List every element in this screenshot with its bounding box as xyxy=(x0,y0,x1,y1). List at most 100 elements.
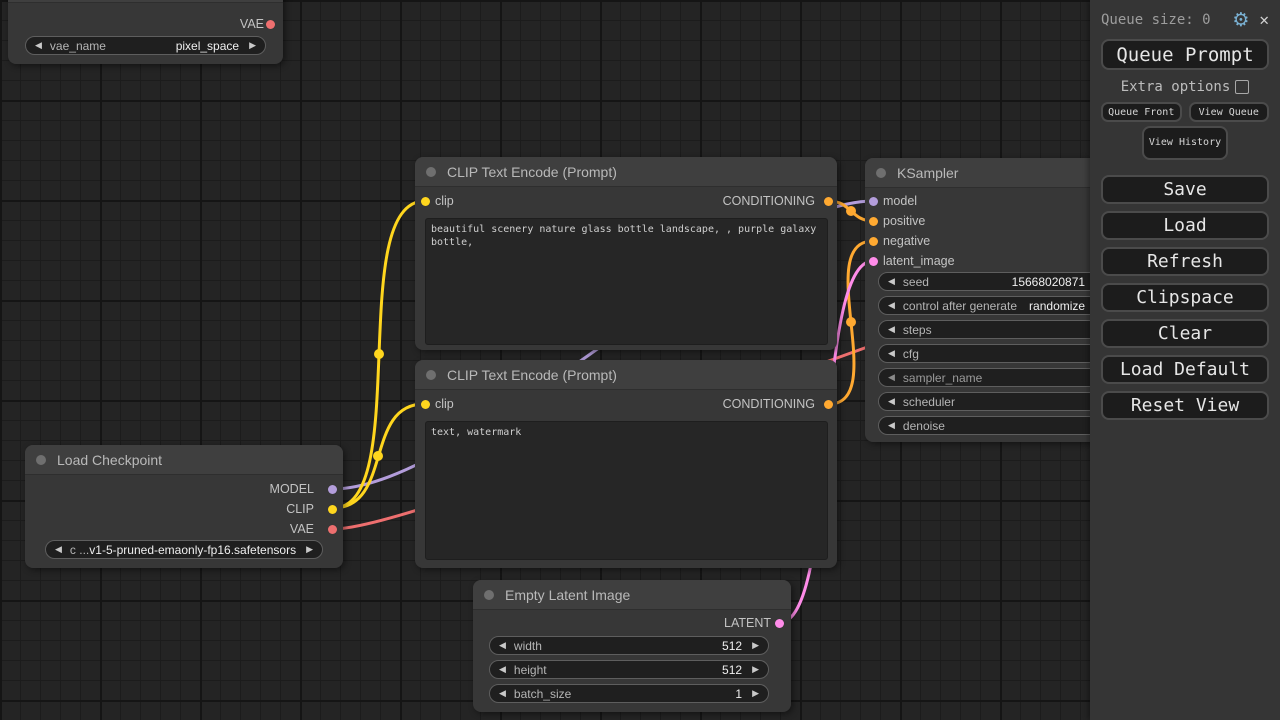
load-button[interactable]: Load xyxy=(1101,211,1269,240)
widget-value: 15668020871 xyxy=(1011,274,1086,289)
output-slot-conditioning[interactable] xyxy=(824,197,833,206)
input-label: latent_image xyxy=(883,254,955,268)
collapse-dot-icon[interactable] xyxy=(484,589,494,600)
steps-widget[interactable]: ◀ steps ▶ xyxy=(878,320,1112,339)
clipspace-button[interactable]: Clipspace xyxy=(1101,283,1269,312)
output-label: CLIP xyxy=(286,502,314,516)
cfg-widget[interactable]: ◀ cfg ▶ xyxy=(878,344,1112,363)
node-title: KSampler xyxy=(897,164,959,181)
denoise-widget[interactable]: ◀ denoise ▶ xyxy=(878,416,1112,435)
output-label: CONDITIONING xyxy=(722,194,815,208)
settings-gear-icon[interactable]: ⚙ xyxy=(1232,8,1250,31)
height-widget[interactable]: ◀ height 512 ▶ xyxy=(489,660,769,679)
stepper-left-icon[interactable]: ◀ xyxy=(499,688,506,698)
input-label: positive xyxy=(883,214,926,228)
view-queue-button[interactable]: View Queue xyxy=(1188,102,1269,122)
node-title-bar[interactable]: Load Checkpoint xyxy=(25,445,343,475)
output-slot-vae[interactable] xyxy=(328,525,337,534)
stepper-left-icon[interactable]: ◀ xyxy=(888,420,895,430)
collapse-dot-icon[interactable] xyxy=(426,166,436,177)
link-dot xyxy=(846,317,856,327)
widget-label: control after generate xyxy=(902,298,1017,313)
stepper-right-icon[interactable]: ▶ xyxy=(752,664,759,674)
collapse-dot-icon[interactable] xyxy=(876,167,886,178)
scheduler-widget[interactable]: ◀ scheduler ▶ xyxy=(878,392,1112,411)
widget-label: height xyxy=(513,662,547,677)
sampler-name-widget[interactable]: ◀ sampler_name ▶ xyxy=(878,368,1112,387)
output-slot-latent[interactable] xyxy=(775,619,784,628)
width-widget[interactable]: ◀ width 512 ▶ xyxy=(489,636,769,655)
node-title: CLIP Text Encode (Prompt) xyxy=(447,163,617,180)
node-empty-latent-image[interactable]: Empty Latent Image LATENT ◀ width 512 ▶ … xyxy=(473,580,791,712)
widget-label: steps xyxy=(902,322,932,337)
collapse-dot-icon[interactable] xyxy=(426,369,436,380)
output-slot-model[interactable] xyxy=(328,485,337,494)
input-slot-clip[interactable] xyxy=(421,197,430,206)
wire-clip-to-negative-encode xyxy=(332,402,425,510)
vae-name-widget[interactable]: ◀ vae_name pixel_space ▶ xyxy=(25,36,266,55)
output-slot-vae[interactable] xyxy=(266,20,275,29)
stepper-left-icon[interactable]: ◀ xyxy=(55,544,62,554)
input-slot-latent-image[interactable] xyxy=(869,257,878,266)
ckpt-name-widget[interactable]: ◀ c ... v1-5-pruned-emaonly-fp16.safeten… xyxy=(45,540,323,559)
stepper-left-icon[interactable]: ◀ xyxy=(888,276,895,286)
widget-label: width xyxy=(513,638,542,653)
node-load-vae[interactable]: VAE ◀ vae_name pixel_space ▶ xyxy=(8,0,283,64)
load-default-button[interactable]: Load Default xyxy=(1101,355,1269,384)
stepper-left-icon[interactable]: ◀ xyxy=(888,324,895,334)
node-load-checkpoint[interactable]: Load Checkpoint MODEL CLIP VAE ◀ c ... v… xyxy=(25,445,343,568)
refresh-button[interactable]: Refresh xyxy=(1101,247,1269,276)
queue-size-label: Queue size: 0 xyxy=(1101,12,1211,28)
save-button[interactable]: Save xyxy=(1101,175,1269,204)
extra-options-checkbox[interactable] xyxy=(1235,79,1250,94)
queue-front-button[interactable]: Queue Front xyxy=(1101,102,1182,122)
stepper-left-icon[interactable]: ◀ xyxy=(888,300,895,310)
stepper-right-icon[interactable]: ▶ xyxy=(752,640,759,650)
comfy-menu: Queue size: 0 ⚙ ✕ Queue Prompt Extra opt… xyxy=(1090,0,1280,720)
stepper-right-icon[interactable]: ▶ xyxy=(249,40,256,50)
output-slot-clip[interactable] xyxy=(328,505,337,514)
output-slot-conditioning[interactable] xyxy=(824,400,833,409)
input-slot-negative[interactable] xyxy=(869,237,878,246)
prompt-textarea[interactable]: beautiful scenery nature glass bottle la… xyxy=(425,218,828,345)
node-title-bar[interactable]: CLIP Text Encode (Prompt) xyxy=(415,157,837,187)
widget-label: sampler_name xyxy=(902,370,983,385)
view-history-button[interactable]: View History xyxy=(1142,126,1228,160)
widget-label: scheduler xyxy=(902,394,955,409)
widget-value: 1 xyxy=(735,686,743,701)
stepper-left-icon[interactable]: ◀ xyxy=(499,664,506,674)
stepper-right-icon[interactable]: ▶ xyxy=(306,544,313,554)
reset-view-button[interactable]: Reset View xyxy=(1101,391,1269,420)
node-ksampler[interactable]: KSampler model positive negative latent_… xyxy=(865,158,1125,442)
node-title: CLIP Text Encode (Prompt) xyxy=(447,366,617,383)
batch-size-widget[interactable]: ◀ batch_size 1 ▶ xyxy=(489,684,769,703)
stepper-right-icon[interactable]: ▶ xyxy=(752,688,759,698)
collapse-dot-icon[interactable] xyxy=(36,454,46,465)
node-title-bar[interactable]: KSampler xyxy=(865,158,1125,188)
input-slot-clip[interactable] xyxy=(421,400,430,409)
node-clip-text-encode-positive[interactable]: CLIP Text Encode (Prompt) clip CONDITION… xyxy=(415,157,837,350)
input-slot-model[interactable] xyxy=(869,197,878,206)
node-title-bar[interactable]: Empty Latent Image xyxy=(473,580,791,610)
close-icon[interactable]: ✕ xyxy=(1259,10,1269,29)
queue-prompt-button[interactable]: Queue Prompt xyxy=(1101,39,1269,70)
node-title-bar[interactable]: CLIP Text Encode (Prompt) xyxy=(415,360,837,390)
prompt-textarea[interactable]: text, watermark xyxy=(425,421,828,560)
stepper-left-icon[interactable]: ◀ xyxy=(888,372,895,382)
clear-button[interactable]: Clear xyxy=(1101,319,1269,348)
control-after-generate-widget[interactable]: ◀ control after generate randomize ▶ xyxy=(878,296,1112,315)
node-title-bar[interactable] xyxy=(8,0,283,3)
seed-widget[interactable]: ◀ seed 15668020871 ▶ xyxy=(878,272,1112,291)
stepper-left-icon[interactable]: ◀ xyxy=(888,348,895,358)
stepper-left-icon[interactable]: ◀ xyxy=(35,40,42,50)
stepper-left-icon[interactable]: ◀ xyxy=(888,396,895,406)
stepper-left-icon[interactable]: ◀ xyxy=(499,640,506,650)
link-dot xyxy=(374,349,384,359)
output-label: VAE xyxy=(289,522,314,536)
node-clip-text-encode-negative[interactable]: CLIP Text Encode (Prompt) clip CONDITION… xyxy=(415,360,837,568)
input-label: clip xyxy=(435,194,454,208)
widget-value: v1-5-pruned-emaonly-fp16.safetensors xyxy=(89,542,297,557)
widget-label: batch_size xyxy=(513,686,572,701)
input-slot-positive[interactable] xyxy=(869,217,878,226)
